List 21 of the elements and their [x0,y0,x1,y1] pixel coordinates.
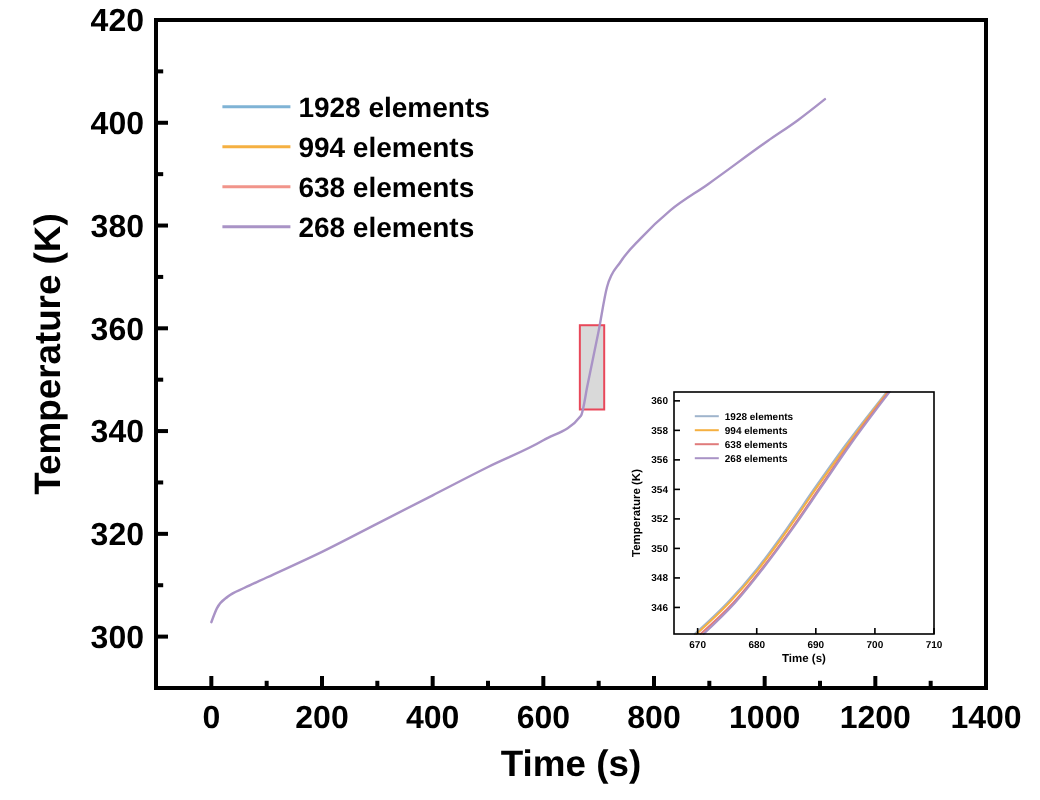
x-tick-label: 600 [516,702,571,736]
legend-label: 1928 elements [298,90,491,123]
y-tick-label: 420 [90,5,145,40]
y-axis-title: Temperature (K) [26,213,68,495]
x-tick-label: 1400 [950,702,1022,736]
y-tick-label: 340 [90,416,145,451]
x-tick-label: 400 [405,702,460,736]
legend-label: 638 elements [298,170,475,203]
x-tick-label: 1000 [729,702,801,736]
legend-label: 994 elements [298,130,475,163]
x-axis-title: Time (s) [500,742,642,784]
y-tick-label: 300 [90,621,145,656]
legend-label: 268 elements [298,210,475,243]
y-tick-label: 320 [90,519,145,554]
y-tick-label: 400 [90,107,145,142]
x-tick-label: 800 [627,702,681,736]
x-tick-label: 200 [295,702,349,736]
x-tick-label: 0 [202,702,221,736]
x-tick-label: 1200 [839,702,912,736]
y-tick-label: 380 [90,210,145,245]
y-tick-label: 360 [90,313,145,348]
